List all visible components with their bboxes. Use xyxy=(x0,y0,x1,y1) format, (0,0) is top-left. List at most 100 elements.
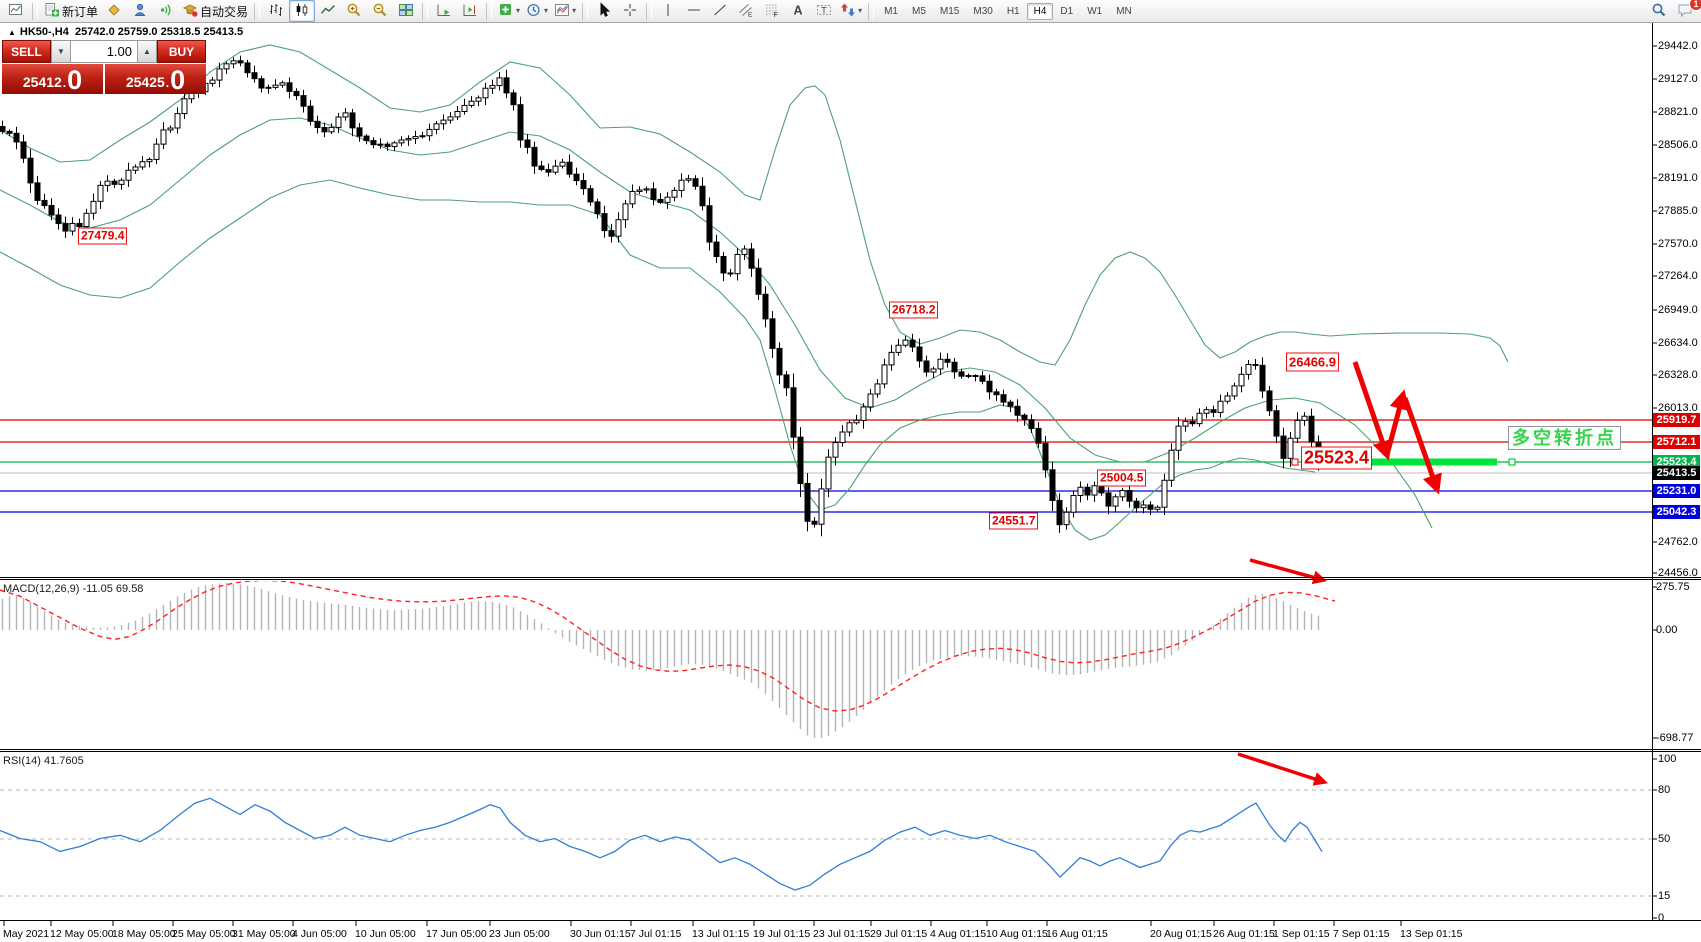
autotrading-button[interactable]: 自动交易 xyxy=(179,0,251,22)
trendline-icon xyxy=(712,2,728,21)
periods-button[interactable]: ▾ xyxy=(523,0,551,22)
cursor-button[interactable] xyxy=(591,0,617,22)
timeframe-MN[interactable]: MN xyxy=(1116,5,1132,17)
sell-button[interactable]: SELL xyxy=(2,40,51,63)
metaeditor-button[interactable] xyxy=(101,0,127,22)
timeframe-D1[interactable]: D1 xyxy=(1060,5,1074,17)
sell-price-frac: 0 xyxy=(67,65,83,95)
symbol-ohlc: 25742.0 25759.0 25318.5 25413.5 xyxy=(74,26,244,38)
text-label-button[interactable]: T xyxy=(811,0,837,22)
buy-price-main: 25425 xyxy=(125,74,165,90)
new-order-button[interactable]: 新订单 xyxy=(41,0,101,22)
zoom-out-icon xyxy=(372,2,388,21)
chevron-down-icon: ▾ xyxy=(544,6,549,15)
vline-icon xyxy=(660,2,676,21)
toolbar-separator xyxy=(254,2,261,20)
object-handle xyxy=(1291,458,1299,466)
crosshair-icon xyxy=(622,2,638,21)
notifications-button[interactable]: 1 xyxy=(1672,0,1701,22)
notification-badge: 1 xyxy=(1689,0,1701,11)
metaeditor-icon xyxy=(106,2,122,21)
symbol-info: ▲ HK50-,H4 25742.0 25759.0 25318.5 25413.… xyxy=(8,26,243,38)
timeframe-M1[interactable]: M1 xyxy=(884,5,898,17)
price-annotation-label[interactable]: 26466.9 xyxy=(1286,352,1339,372)
hline-button[interactable] xyxy=(681,0,707,22)
search-button[interactable] xyxy=(1646,0,1672,22)
chart-bars-button[interactable] xyxy=(263,0,289,22)
timeframe-H1[interactable]: H1 xyxy=(1006,5,1020,17)
vline-button[interactable] xyxy=(655,0,681,22)
volume-increase-button[interactable]: ▲ xyxy=(137,40,157,63)
autotrading-label: 自动交易 xyxy=(200,4,249,19)
svg-text:T: T xyxy=(821,5,827,15)
text-label-icon: T xyxy=(816,2,832,21)
new-order-icon xyxy=(44,2,60,21)
indicators-icon xyxy=(498,2,514,21)
toolbar-separator xyxy=(868,2,875,20)
text-button[interactable]: A xyxy=(785,0,811,22)
turning-point-annotation[interactable]: 多空转折点 xyxy=(1508,426,1621,450)
chart-candles-button[interactable] xyxy=(289,0,316,22)
chart-shift-button[interactable] xyxy=(457,0,483,22)
fibonacci-button[interactable]: F xyxy=(759,0,785,22)
timeframe-M30[interactable]: M30 xyxy=(973,5,993,17)
price-annotation-label[interactable]: 24551.7 xyxy=(989,512,1039,530)
svg-text:F: F xyxy=(774,12,778,18)
toolbar-separator xyxy=(646,2,653,20)
bollinger-middle xyxy=(0,117,1433,529)
volume-decrease-button[interactable]: ▼ xyxy=(51,40,71,63)
trendline-button[interactable] xyxy=(707,0,733,22)
trend-arrow xyxy=(1402,397,1442,495)
main-toolbar: 新订单 自动交易 ▾ ▾ ▾ E F A T ▾ M1 M5 M15 M30 H1 H4 D1 W1 MN 1 xyxy=(0,0,1701,23)
tile-windows-button[interactable] xyxy=(393,0,419,22)
one-click-trading-panel: SELL ▼ 1.00 ▲ BUY 25412. 0 25425. 0 xyxy=(2,40,206,94)
svg-text:A: A xyxy=(794,3,803,17)
chart-line-button[interactable] xyxy=(315,0,341,22)
price-annotation-label[interactable]: 25523.4 xyxy=(1301,446,1373,470)
hline-icon xyxy=(686,2,702,21)
chart-mini-button[interactable] xyxy=(3,0,29,22)
timeframe-H4[interactable]: H4 xyxy=(1026,2,1054,20)
chart-frame xyxy=(0,23,1701,926)
candlestick-series xyxy=(0,55,1322,537)
templates-button[interactable]: ▾ xyxy=(551,0,579,22)
chart-candles-icon xyxy=(294,2,310,21)
buy-price[interactable]: 25425. 0 xyxy=(105,64,206,94)
price-annotation-label[interactable]: 26718.2 xyxy=(889,301,939,319)
periods-icon xyxy=(526,2,542,21)
crosshair-button[interactable] xyxy=(617,0,643,22)
timeframe-M5[interactable]: M5 xyxy=(912,5,926,17)
trend-arrow xyxy=(1237,752,1328,786)
auto-scroll-button[interactable] xyxy=(431,0,457,22)
signals-button[interactable] xyxy=(153,0,179,22)
experts-button[interactable] xyxy=(127,0,153,22)
sell-price-main: 25412 xyxy=(22,74,62,90)
price-annotation-label[interactable]: 27479.4 xyxy=(78,227,128,245)
toolbar-separator xyxy=(582,2,589,20)
autotrading-icon xyxy=(182,2,198,21)
trend-arrows xyxy=(1237,361,1442,786)
price-annotation-label[interactable]: 25004.5 xyxy=(1097,469,1147,487)
volume-input[interactable]: 1.00 xyxy=(71,40,137,63)
sell-price[interactable]: 25412. 0 xyxy=(2,64,103,94)
zoom-in-button[interactable] xyxy=(341,0,367,22)
macd-signal-line xyxy=(0,581,1336,712)
buy-button[interactable]: BUY xyxy=(157,40,206,63)
trend-arrow xyxy=(1249,558,1328,585)
symbol-name: HK50-,H4 xyxy=(19,26,69,38)
bollinger-upper xyxy=(0,44,1509,366)
shapes-icon xyxy=(840,2,856,21)
timeframe-W1[interactable]: W1 xyxy=(1087,5,1103,17)
symbol-marker-icon: ▲ xyxy=(8,28,16,37)
chart-line-icon xyxy=(320,2,336,21)
rsi-line xyxy=(0,797,1323,891)
channel-button[interactable]: E xyxy=(733,0,759,22)
indicators-button[interactable]: ▾ xyxy=(495,0,523,22)
zoom-out-button[interactable] xyxy=(367,0,393,22)
timeframe-M15[interactable]: M15 xyxy=(939,5,960,17)
text-icon: A xyxy=(790,2,806,21)
cursor-icon xyxy=(596,1,612,21)
shapes-button[interactable]: ▾ xyxy=(837,0,865,22)
